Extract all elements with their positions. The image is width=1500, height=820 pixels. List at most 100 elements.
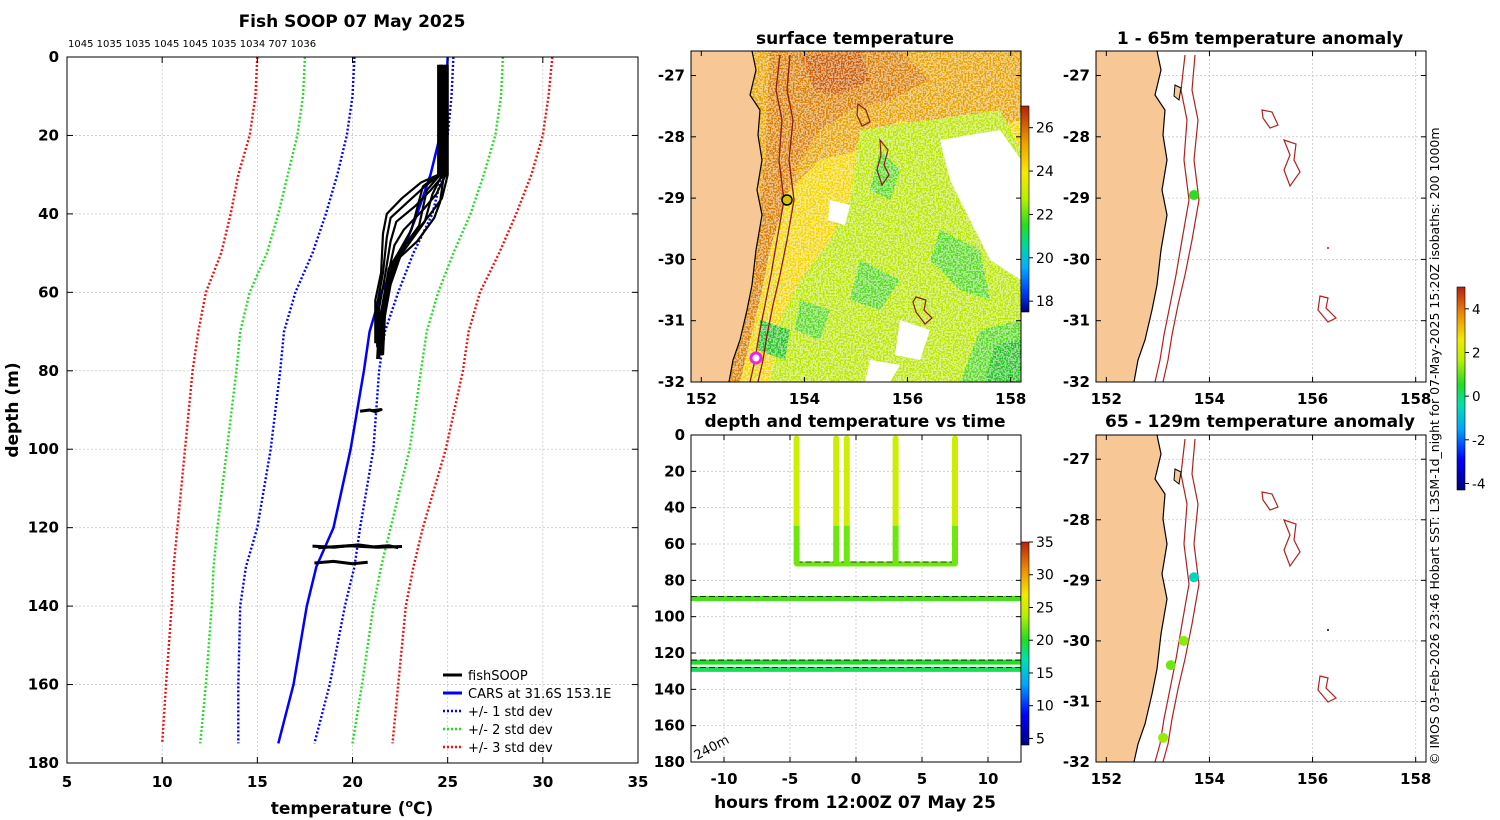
profile-y-label: depth (m): [3, 362, 23, 457]
map-y-tick-label: -31: [1063, 312, 1090, 330]
a1-seamount-3: [1317, 295, 1338, 323]
a2-land: [1096, 435, 1167, 762]
anomaly-point: [1188, 190, 1199, 201]
map-y-tick-label: -32: [1063, 373, 1090, 391]
legend-label: fishSOOP: [468, 669, 528, 684]
anomaly-shallow-axes-box: [1095, 50, 1427, 383]
a1-isolated-dot: [1327, 247, 1329, 249]
profile-y-tick-label: 180: [28, 754, 59, 772]
legend-label: +/- 2 std dev: [468, 723, 553, 738]
depth-time-y-tick-label: 160: [654, 717, 685, 735]
cars-climatology-line: [277, 57, 449, 744]
anomaly-shallow-panel: 1 - 65m temperature anomaly 152 154 156 158…: [1063, 29, 1431, 408]
anomaly-shallow-axis-ticks: 152 154 156 158 -27 -28 -29 -30 -31 -32: [1063, 51, 1431, 408]
std2-upper-line: [351, 57, 505, 744]
map-y-tick-label: -30: [1063, 250, 1090, 268]
a2-isobath-200: [1154, 438, 1190, 762]
depth-time-title: depth and temperature vs time: [705, 412, 1006, 432]
depth-time-colorbar-ticks: 5 10 15 20 25 30 35: [1029, 535, 1054, 747]
sst-map-panel: surface temperature 152 154 156 158 -27 -28 -2…: [658, 29, 1054, 408]
depth-time-colorbar-tick-label: 10: [1036, 699, 1054, 715]
legend-label: CARS at 31.6S 153.1E: [468, 687, 611, 702]
anomaly-deep-axis-ticks: 152 154 156 158 -27 -28 -29 -30 -31 -32: [1063, 435, 1431, 788]
sst-colorbar-tick-label: 20: [1036, 251, 1054, 267]
profile-y-tick-label: 60: [38, 283, 59, 301]
profile-x-tick-label: 35: [628, 773, 649, 791]
depth-time-y-tick-label: 0: [675, 426, 685, 444]
a2-seamount-3: [1317, 675, 1338, 703]
profile-x-label-b: C): [413, 799, 433, 819]
a2-island: [1173, 468, 1182, 485]
std1-upper-line: [313, 57, 455, 744]
anomaly-shallow-title: 1 - 65m temperature anomaly: [1117, 29, 1403, 49]
fishsoop-bottom-segment: [359, 408, 383, 414]
profile-gridlines: [67, 57, 638, 763]
fishsoop-bottom-segment: [318, 544, 403, 550]
anomaly-point: [1188, 572, 1199, 583]
profile-panel: Fish SOOP 07 May 2025 1045 1035 1035 104…: [3, 12, 648, 819]
depth-time-y-tick-label: 140: [654, 680, 685, 698]
a1-seamount-1: [1261, 109, 1279, 129]
map-x-tick-label: 154: [1194, 770, 1225, 788]
profile-title: Fish SOOP 07 May 2025: [239, 12, 466, 32]
anomaly-colorbar-tick-label: -2: [1472, 433, 1485, 449]
map-y-tick-label: -30: [1063, 632, 1090, 650]
depth-time-colorbar-tick-label: 20: [1036, 633, 1054, 649]
map-y-tick-label: -27: [658, 67, 685, 85]
depth-time-colorbar-tick-label: 5: [1036, 731, 1045, 747]
map-y-tick-label: -31: [658, 312, 685, 330]
map-x-tick-label: 158: [995, 390, 1026, 408]
profile-axis-ticks: 5 10 15 20 25 30 35 0 20 40 60 80 100 120 140 160 180: [28, 48, 649, 791]
sst-colorbar-tick-label: 24: [1036, 164, 1054, 180]
depth-time-plot-area: [691, 435, 1021, 672]
anomaly-shallow-map: [1096, 51, 1338, 382]
sst-black-marker: [781, 194, 793, 206]
profile-plot-area: [161, 57, 554, 744]
depth-time-y-tick-label: 60: [664, 535, 685, 553]
depth-time-x-tick-label: -10: [710, 770, 737, 788]
fishsoop-cast-line: [376, 64, 440, 360]
depth-time-bottom-label: 240m: [692, 733, 732, 764]
sst-seamount-1: [856, 102, 871, 127]
depth-time-y-tick-label: 80: [664, 571, 685, 589]
anomaly-deep-axes-box: [1095, 434, 1427, 763]
a2-coastline: [1133, 435, 1168, 762]
legend-label: +/- 1 std dev: [468, 705, 553, 720]
sst-map-title: surface temperature: [756, 29, 954, 49]
anomaly-shallow-points: [1188, 190, 1199, 201]
depth-time-colorbar-tick-label: 30: [1036, 568, 1054, 584]
profile-x-tick-label: 5: [62, 773, 72, 791]
sst-colorbar-tick-label: 22: [1036, 207, 1054, 223]
std3-upper-line: [391, 57, 554, 744]
map-y-tick-label: -29: [1063, 189, 1090, 207]
sst-isobath-200: [749, 54, 785, 382]
anomaly-deep-map: [1096, 435, 1338, 762]
sst-magenta-marker: [749, 351, 763, 365]
legend-label: +/- 3 std dev: [468, 741, 553, 756]
profile-y-tick-label: 0: [49, 48, 59, 66]
profile-x-label-a: temperature (: [271, 799, 406, 819]
profile-y-tick-label: 140: [28, 597, 59, 615]
fishsoop-cast-line: [378, 64, 445, 348]
map-x-tick-label: 156: [1297, 390, 1328, 408]
map-y-tick-label: -32: [1063, 753, 1090, 771]
map-x-tick-label: 152: [686, 390, 717, 408]
profile-y-tick-label: 160: [28, 676, 59, 694]
map-y-tick-label: -27: [1063, 67, 1090, 85]
profile-x-tick-label: 10: [152, 773, 173, 791]
profile-y-tick-label: 120: [28, 519, 59, 537]
depth-time-colorbar-tick-label: 15: [1036, 666, 1054, 682]
a1-isobath-1000: [1162, 54, 1200, 382]
map-y-tick-label: -28: [658, 128, 685, 146]
map-x-tick-label: 152: [1091, 770, 1122, 788]
map-x-tick-label: 156: [1297, 770, 1328, 788]
depth-time-y-tick-label: 40: [664, 499, 685, 517]
a2-seamount-2: [1282, 519, 1301, 568]
depth-time-y-tick-label: 180: [654, 753, 685, 771]
a1-isobath-200: [1154, 54, 1190, 382]
depth-time-colorbar: [1020, 541, 1030, 746]
a2-seamount-1: [1261, 491, 1279, 511]
depth-time-x-tick-label: 0: [851, 770, 861, 788]
